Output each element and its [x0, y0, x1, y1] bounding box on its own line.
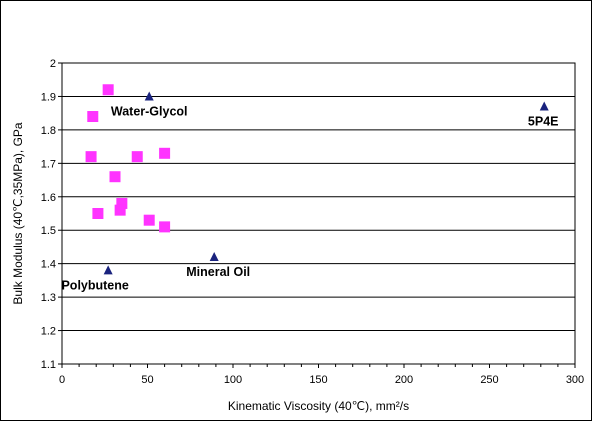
x-tick-label: 150: [309, 374, 327, 386]
y-tick-label: 1.2: [41, 326, 56, 338]
square-marker: [131, 151, 143, 163]
triangle-marker: [539, 101, 549, 111]
point-label: Water-Glycol: [111, 104, 188, 118]
x-tick-label: 250: [480, 374, 498, 386]
square-marker: [159, 221, 171, 233]
square-marker: [92, 208, 104, 219]
x-tick-label: 100: [224, 374, 242, 386]
data-points: [85, 84, 549, 275]
point-label: Mineral Oil: [186, 265, 250, 279]
point-label: 5P4E: [528, 114, 559, 128]
y-tick-label: 1.1: [41, 359, 56, 371]
point-label: Polybutene: [61, 278, 128, 292]
y-tick-label: 1.5: [41, 225, 56, 237]
x-tick-label: 200: [395, 374, 413, 386]
y-tick-label: 1.8: [41, 125, 56, 137]
square-marker: [109, 171, 121, 183]
square-marker: [114, 204, 126, 216]
square-marker: [87, 111, 99, 123]
axes: 1.1 1.2 1.3 1.4 1.5 1.6 1.7 1.8 1.9 2 0 50 100 150 200…: [41, 58, 584, 386]
triangle-marker: [144, 91, 154, 101]
triangle-marker: [103, 265, 113, 275]
y-tick-label: 2: [50, 58, 56, 70]
y-tick-label: 1.6: [41, 192, 56, 204]
square-marker: [143, 214, 155, 226]
y-axis-title: Bulk Modulus (40℃,35MPa), GPa: [11, 122, 25, 305]
x-axis-title: Kinematic Viscosity (40℃), mm²/s: [228, 399, 409, 413]
y-tick-label: 1.9: [41, 91, 56, 103]
square-marker: [85, 151, 97, 163]
y-tick-label: 1.4: [41, 259, 56, 271]
point-labels: Water-Glycol 5P4E Mineral Oil Polybutene: [61, 104, 558, 292]
y-tick-label: 1.3: [41, 292, 56, 304]
x-tick-label: 300: [566, 374, 584, 386]
x-tick-label: 0: [59, 374, 65, 386]
x-tick-label: 50: [141, 374, 153, 386]
y-tick-label: 1.7: [41, 158, 56, 170]
triangle-marker: [209, 251, 219, 261]
square-marker: [116, 197, 128, 209]
square-marker: [159, 147, 171, 159]
square-marker: [102, 84, 114, 96]
